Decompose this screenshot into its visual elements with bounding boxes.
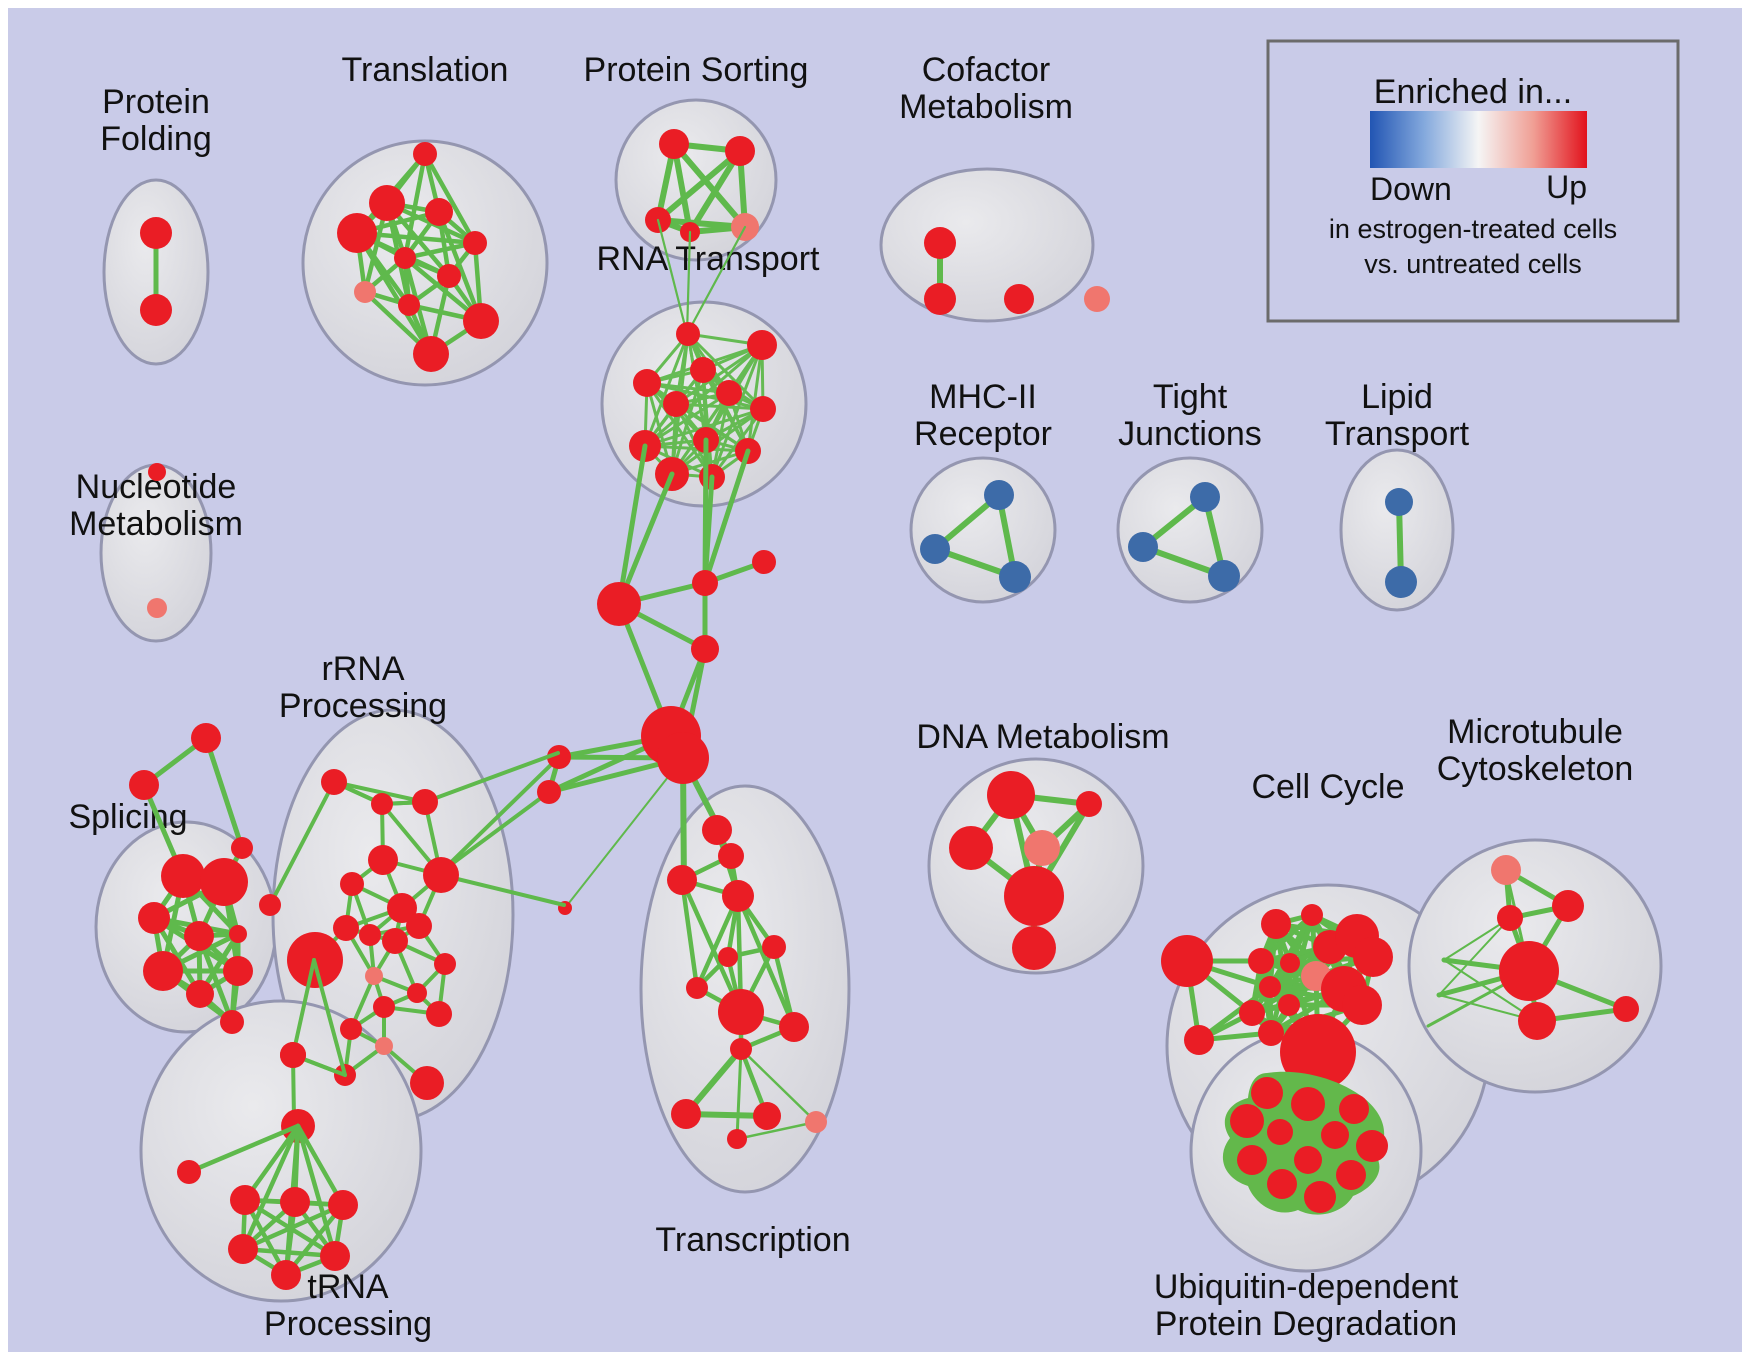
svg-text:RNA Transport: RNA Transport <box>597 240 821 278</box>
svg-text:vs. untreated cells: vs. untreated cells <box>1364 249 1582 279</box>
svg-text:Transcription: Transcription <box>655 1221 850 1259</box>
svg-text:Folding: Folding <box>100 120 212 158</box>
svg-text:Protein: Protein <box>102 83 210 121</box>
svg-text:Transport: Transport <box>1325 415 1470 453</box>
svg-text:Metabolism: Metabolism <box>69 505 243 543</box>
svg-text:Enriched in...: Enriched in... <box>1374 73 1572 111</box>
svg-text:Ubiquitin-dependent: Ubiquitin-dependent <box>1154 1268 1459 1306</box>
svg-text:Processing: Processing <box>264 1305 432 1343</box>
svg-text:tRNA: tRNA <box>307 1268 389 1306</box>
svg-text:Metabolism: Metabolism <box>899 88 1073 126</box>
svg-text:Cytoskeleton: Cytoskeleton <box>1437 750 1634 788</box>
svg-text:Cell Cycle: Cell Cycle <box>1251 768 1404 806</box>
svg-text:Processing: Processing <box>279 687 447 725</box>
svg-text:Protein Degradation: Protein Degradation <box>1155 1305 1457 1343</box>
svg-text:rRNA: rRNA <box>321 650 404 688</box>
svg-text:Microtubule: Microtubule <box>1447 713 1623 751</box>
svg-text:Translation: Translation <box>342 51 509 89</box>
svg-text:Splicing: Splicing <box>68 798 187 836</box>
svg-text:Protein Sorting: Protein Sorting <box>584 51 809 89</box>
svg-text:Tight: Tight <box>1153 378 1228 416</box>
svg-text:Down: Down <box>1370 171 1452 207</box>
svg-text:in estrogen-treated cells: in estrogen-treated cells <box>1329 214 1617 244</box>
svg-text:Cofactor: Cofactor <box>922 51 1051 89</box>
svg-text:MHC-II: MHC-II <box>929 378 1037 416</box>
svg-text:Up: Up <box>1546 169 1587 205</box>
svg-text:Junctions: Junctions <box>1118 415 1262 453</box>
svg-text:Lipid: Lipid <box>1361 378 1433 416</box>
svg-text:Receptor: Receptor <box>914 415 1052 453</box>
svg-text:DNA Metabolism: DNA Metabolism <box>916 718 1169 756</box>
